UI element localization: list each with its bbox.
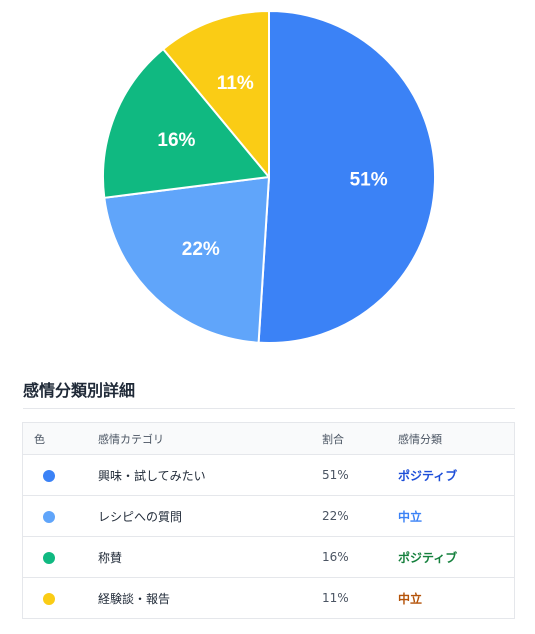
- pie-slice-label: 22%: [182, 239, 220, 260]
- category-cell: レシピへの質問: [98, 495, 322, 537]
- percent-cell: 16%: [322, 536, 398, 578]
- pie-slice-label: 16%: [157, 130, 195, 151]
- pie-slice: [162, 10, 270, 178]
- classification-cell: ポジティブ: [398, 536, 514, 578]
- sentiment-table: 色 感情カテゴリ 割合 感情分類 興味・試してみたい 51% ポジティブ レシピ…: [22, 422, 515, 619]
- header-percent: 割合: [322, 423, 398, 455]
- classification-cell: 中立: [398, 591, 423, 606]
- percent-cell: 11%: [322, 591, 349, 605]
- table-row: レシピへの質問 22% 中立: [23, 495, 514, 537]
- header-classification: 感情分類: [398, 423, 514, 455]
- section-title: 感情分類別詳細: [23, 381, 136, 400]
- pie-slice: [102, 48, 270, 199]
- pie-slice-label: 51%: [350, 170, 388, 191]
- category-cell: 経験談・報告: [98, 591, 171, 606]
- color-dot-icon: [43, 510, 55, 523]
- classification-cell: ポジティブ: [398, 454, 514, 496]
- title-divider: [23, 408, 515, 409]
- classification-cell: 中立: [398, 495, 514, 537]
- percent-cell: 22%: [322, 495, 398, 537]
- pie-slice: [103, 176, 270, 344]
- table-row: 経験談・報告 11% 中立: [23, 578, 514, 619]
- category-cell: 興味・試してみたい: [98, 454, 322, 496]
- pie-chart: 51% 22% 16% 11%: [102, 10, 436, 344]
- header-category: 感情カテゴリ: [98, 423, 322, 455]
- category-cell: 称賛: [98, 536, 322, 578]
- table-row: 興味・試してみたい 51% ポジティブ: [23, 454, 514, 496]
- percent-cell: 51%: [322, 454, 398, 496]
- table-row: 称賛 16% ポジティブ: [23, 536, 514, 578]
- color-dot-icon: [43, 551, 55, 564]
- color-cell: [23, 454, 98, 496]
- header-color: 色: [23, 423, 98, 455]
- table-header-row: 色 感情カテゴリ 割合 感情分類: [23, 423, 514, 455]
- pie-slice-label: 11%: [217, 73, 254, 94]
- color-dot-icon: [43, 592, 55, 605]
- color-cell: [23, 495, 98, 537]
- pie-slice: [257, 10, 436, 344]
- color-cell: [23, 536, 98, 578]
- color-cell: [23, 578, 98, 619]
- color-dot-icon: [43, 469, 55, 482]
